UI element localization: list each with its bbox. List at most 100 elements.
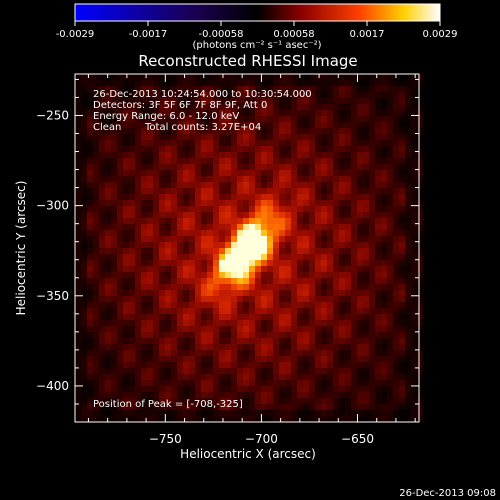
heatmap-cell <box>339 326 345 332</box>
heatmap-cell <box>159 344 165 350</box>
heatmap-cell <box>141 410 147 416</box>
heatmap-cell <box>159 404 165 410</box>
heatmap-cell <box>303 92 309 98</box>
heatmap-cell <box>399 386 405 392</box>
heatmap-cell <box>147 410 153 416</box>
heatmap-cell <box>399 134 405 140</box>
heatmap-cell <box>351 410 357 416</box>
heatmap-cell <box>345 122 351 128</box>
heatmap-cell <box>165 182 171 188</box>
heatmap-cell <box>177 134 183 140</box>
heatmap-cell <box>297 260 303 266</box>
heatmap-cell <box>219 398 225 404</box>
heatmap-cell <box>309 74 315 80</box>
heatmap-cell <box>321 206 327 212</box>
heatmap-cell <box>363 326 369 332</box>
heatmap-cell <box>123 122 129 128</box>
heatmap-cell <box>285 176 291 182</box>
heatmap-cell <box>195 92 201 98</box>
heatmap-cell <box>399 284 405 290</box>
heatmap-cell <box>333 242 339 248</box>
heatmap-cell <box>315 146 321 152</box>
heatmap-cell <box>393 212 399 218</box>
heatmap-cell <box>363 80 369 86</box>
heatmap-cell <box>375 416 381 422</box>
heatmap-cell <box>285 140 291 146</box>
heatmap-cell <box>399 110 405 116</box>
heatmap-cell <box>213 314 219 320</box>
heatmap-cell <box>141 104 147 110</box>
heatmap-cell <box>171 164 177 170</box>
heatmap-cell <box>267 140 273 146</box>
heatmap-cell <box>225 350 231 356</box>
heatmap-cell <box>309 326 315 332</box>
heatmap-cell <box>231 386 237 392</box>
heatmap-cell <box>213 194 219 200</box>
heatmap-cell <box>243 98 249 104</box>
heatmap-cell <box>117 194 123 200</box>
heatmap-cell <box>183 380 189 386</box>
heatmap-cell <box>399 248 405 254</box>
heatmap-cell <box>171 338 177 344</box>
heatmap-cell <box>117 332 123 338</box>
heatmap-cell <box>405 332 411 338</box>
heatmap-cell <box>123 368 129 374</box>
heatmap-cell <box>315 152 321 158</box>
heatmap-cell <box>363 266 369 272</box>
heatmap-cell <box>81 92 87 98</box>
heatmap-cell <box>273 242 279 248</box>
heatmap-cell <box>165 200 171 206</box>
heatmap-cell <box>291 74 297 80</box>
heatmap-cell <box>195 260 201 266</box>
heatmap-cell <box>141 158 147 164</box>
heatmap-cell <box>315 338 321 344</box>
heatmap-cell <box>417 152 423 158</box>
heatmap-cell <box>231 356 237 362</box>
heatmap-cell <box>129 296 135 302</box>
heatmap-cell <box>417 314 423 320</box>
heatmap-cell <box>111 278 117 284</box>
heatmap-cell <box>153 80 159 86</box>
heatmap-cell <box>375 182 381 188</box>
heatmap-cell <box>87 158 93 164</box>
heatmap-cell <box>405 278 411 284</box>
heatmap-cell <box>99 164 105 170</box>
heatmap-cell <box>123 182 129 188</box>
heatmap-cell <box>219 284 225 290</box>
heatmap-cell <box>357 344 363 350</box>
heatmap-cell <box>165 266 171 272</box>
heatmap-cell <box>261 212 267 218</box>
heatmap-cell <box>201 392 207 398</box>
heatmap-cell <box>93 296 99 302</box>
heatmap-cell <box>195 188 201 194</box>
heatmap-cell <box>249 182 255 188</box>
heatmap-cell <box>351 242 357 248</box>
heatmap-cell <box>285 104 291 110</box>
heatmap-cell <box>75 158 81 164</box>
heatmap-cell <box>129 86 135 92</box>
heatmap-cell <box>75 398 81 404</box>
heatmap-cell <box>369 110 375 116</box>
heatmap-cell <box>279 176 285 182</box>
heatmap-cell <box>249 104 255 110</box>
heatmap-cell <box>405 188 411 194</box>
heatmap-cell <box>249 248 255 254</box>
heatmap-cell <box>297 344 303 350</box>
heatmap-cell <box>81 206 87 212</box>
heatmap-cell <box>381 212 387 218</box>
heatmap-cell <box>345 86 351 92</box>
heatmap-cell <box>219 266 225 272</box>
heatmap-cell <box>213 344 219 350</box>
heatmap-cell <box>375 314 381 320</box>
heatmap-cell <box>117 134 123 140</box>
heatmap-cell <box>393 176 399 182</box>
heatmap-cell <box>267 362 273 368</box>
heatmap-cell <box>327 302 333 308</box>
heatmap-cell <box>99 194 105 200</box>
heatmap-cell <box>405 368 411 374</box>
heatmap-cell <box>315 326 321 332</box>
heatmap-cell <box>297 320 303 326</box>
heatmap-cell <box>93 374 99 380</box>
heatmap-cell <box>225 92 231 98</box>
heatmap-cell <box>225 224 231 230</box>
